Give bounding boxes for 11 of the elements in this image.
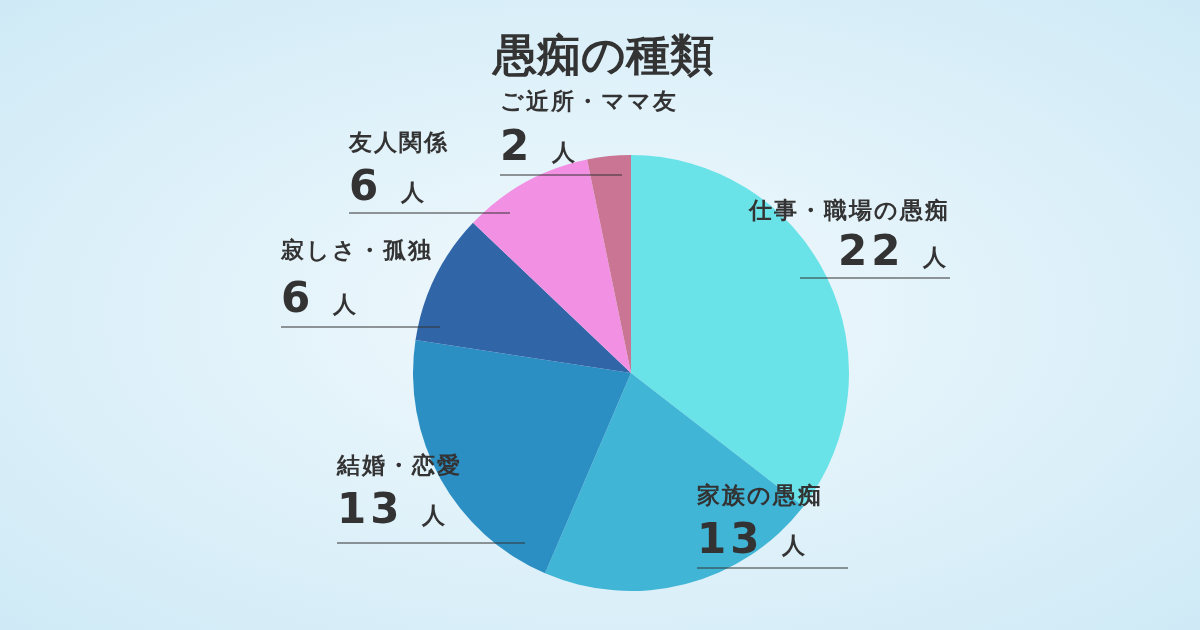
slice-label: ご近所・ママ友 xyxy=(500,88,678,114)
slice-label: 仕事・職場の愚痴 xyxy=(748,197,950,223)
data-label: 13 人 xyxy=(337,484,450,533)
data-label: 6 人 xyxy=(349,161,428,210)
data-label: 22 人 xyxy=(837,226,950,275)
slice-label: 寂しさ・孤独 xyxy=(280,237,433,263)
data-label: 13 人 xyxy=(697,514,810,563)
data-label: 6 人 xyxy=(281,273,360,322)
slice-label: 友人関係 xyxy=(348,129,449,155)
data-label: 2 人 xyxy=(500,121,579,170)
chart-title: 愚痴の種類 xyxy=(490,29,714,80)
